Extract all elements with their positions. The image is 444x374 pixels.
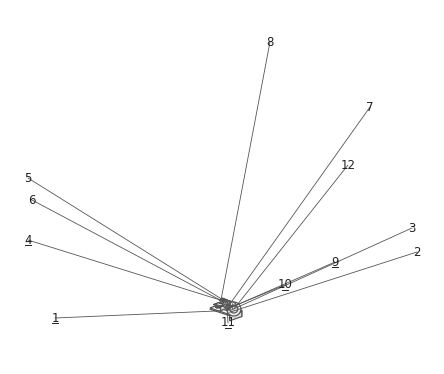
Text: 2: 2 bbox=[413, 245, 421, 258]
Text: 4: 4 bbox=[24, 233, 32, 246]
Text: 10: 10 bbox=[278, 279, 293, 291]
Circle shape bbox=[227, 302, 241, 316]
Polygon shape bbox=[215, 304, 237, 311]
Polygon shape bbox=[219, 303, 225, 305]
Polygon shape bbox=[222, 299, 225, 300]
Polygon shape bbox=[210, 305, 242, 316]
Text: 1: 1 bbox=[51, 312, 59, 325]
Polygon shape bbox=[227, 303, 231, 304]
Circle shape bbox=[230, 305, 238, 313]
Text: 11: 11 bbox=[221, 316, 235, 329]
Polygon shape bbox=[210, 304, 242, 315]
Text: 8: 8 bbox=[266, 36, 274, 49]
Polygon shape bbox=[221, 298, 225, 300]
Polygon shape bbox=[222, 304, 242, 312]
Polygon shape bbox=[215, 303, 230, 308]
Polygon shape bbox=[224, 306, 233, 309]
Polygon shape bbox=[222, 305, 242, 317]
Polygon shape bbox=[227, 302, 231, 304]
Polygon shape bbox=[230, 307, 234, 315]
Polygon shape bbox=[219, 303, 234, 308]
Polygon shape bbox=[230, 307, 234, 315]
Text: 9: 9 bbox=[331, 255, 339, 269]
Polygon shape bbox=[224, 302, 231, 304]
Circle shape bbox=[228, 302, 236, 310]
Polygon shape bbox=[217, 303, 230, 308]
Polygon shape bbox=[230, 310, 242, 316]
Polygon shape bbox=[229, 306, 230, 307]
Polygon shape bbox=[219, 303, 226, 309]
Polygon shape bbox=[222, 303, 230, 306]
Text: 6: 6 bbox=[28, 193, 36, 206]
Polygon shape bbox=[222, 304, 230, 306]
Text: 3: 3 bbox=[408, 221, 416, 234]
Polygon shape bbox=[221, 305, 226, 310]
Polygon shape bbox=[230, 312, 242, 321]
Polygon shape bbox=[229, 306, 234, 313]
Text: 7: 7 bbox=[366, 101, 374, 113]
Polygon shape bbox=[227, 304, 231, 306]
Text: 5: 5 bbox=[24, 172, 32, 184]
Polygon shape bbox=[223, 298, 225, 300]
Polygon shape bbox=[225, 306, 234, 309]
Polygon shape bbox=[228, 306, 233, 310]
Polygon shape bbox=[224, 304, 237, 309]
Text: 12: 12 bbox=[341, 159, 356, 172]
Polygon shape bbox=[227, 303, 231, 305]
Polygon shape bbox=[224, 304, 230, 307]
Polygon shape bbox=[221, 304, 225, 307]
Polygon shape bbox=[223, 300, 228, 306]
Polygon shape bbox=[228, 303, 230, 304]
Polygon shape bbox=[228, 306, 234, 310]
Polygon shape bbox=[219, 299, 228, 302]
Circle shape bbox=[225, 301, 233, 309]
Polygon shape bbox=[224, 303, 230, 306]
Polygon shape bbox=[224, 303, 234, 308]
Polygon shape bbox=[225, 303, 226, 304]
Polygon shape bbox=[224, 303, 231, 305]
Polygon shape bbox=[213, 303, 226, 307]
Polygon shape bbox=[229, 307, 233, 311]
Polygon shape bbox=[229, 305, 230, 306]
Circle shape bbox=[223, 300, 231, 308]
Polygon shape bbox=[229, 308, 237, 312]
Circle shape bbox=[226, 301, 234, 309]
Polygon shape bbox=[223, 299, 228, 305]
Polygon shape bbox=[215, 303, 225, 306]
